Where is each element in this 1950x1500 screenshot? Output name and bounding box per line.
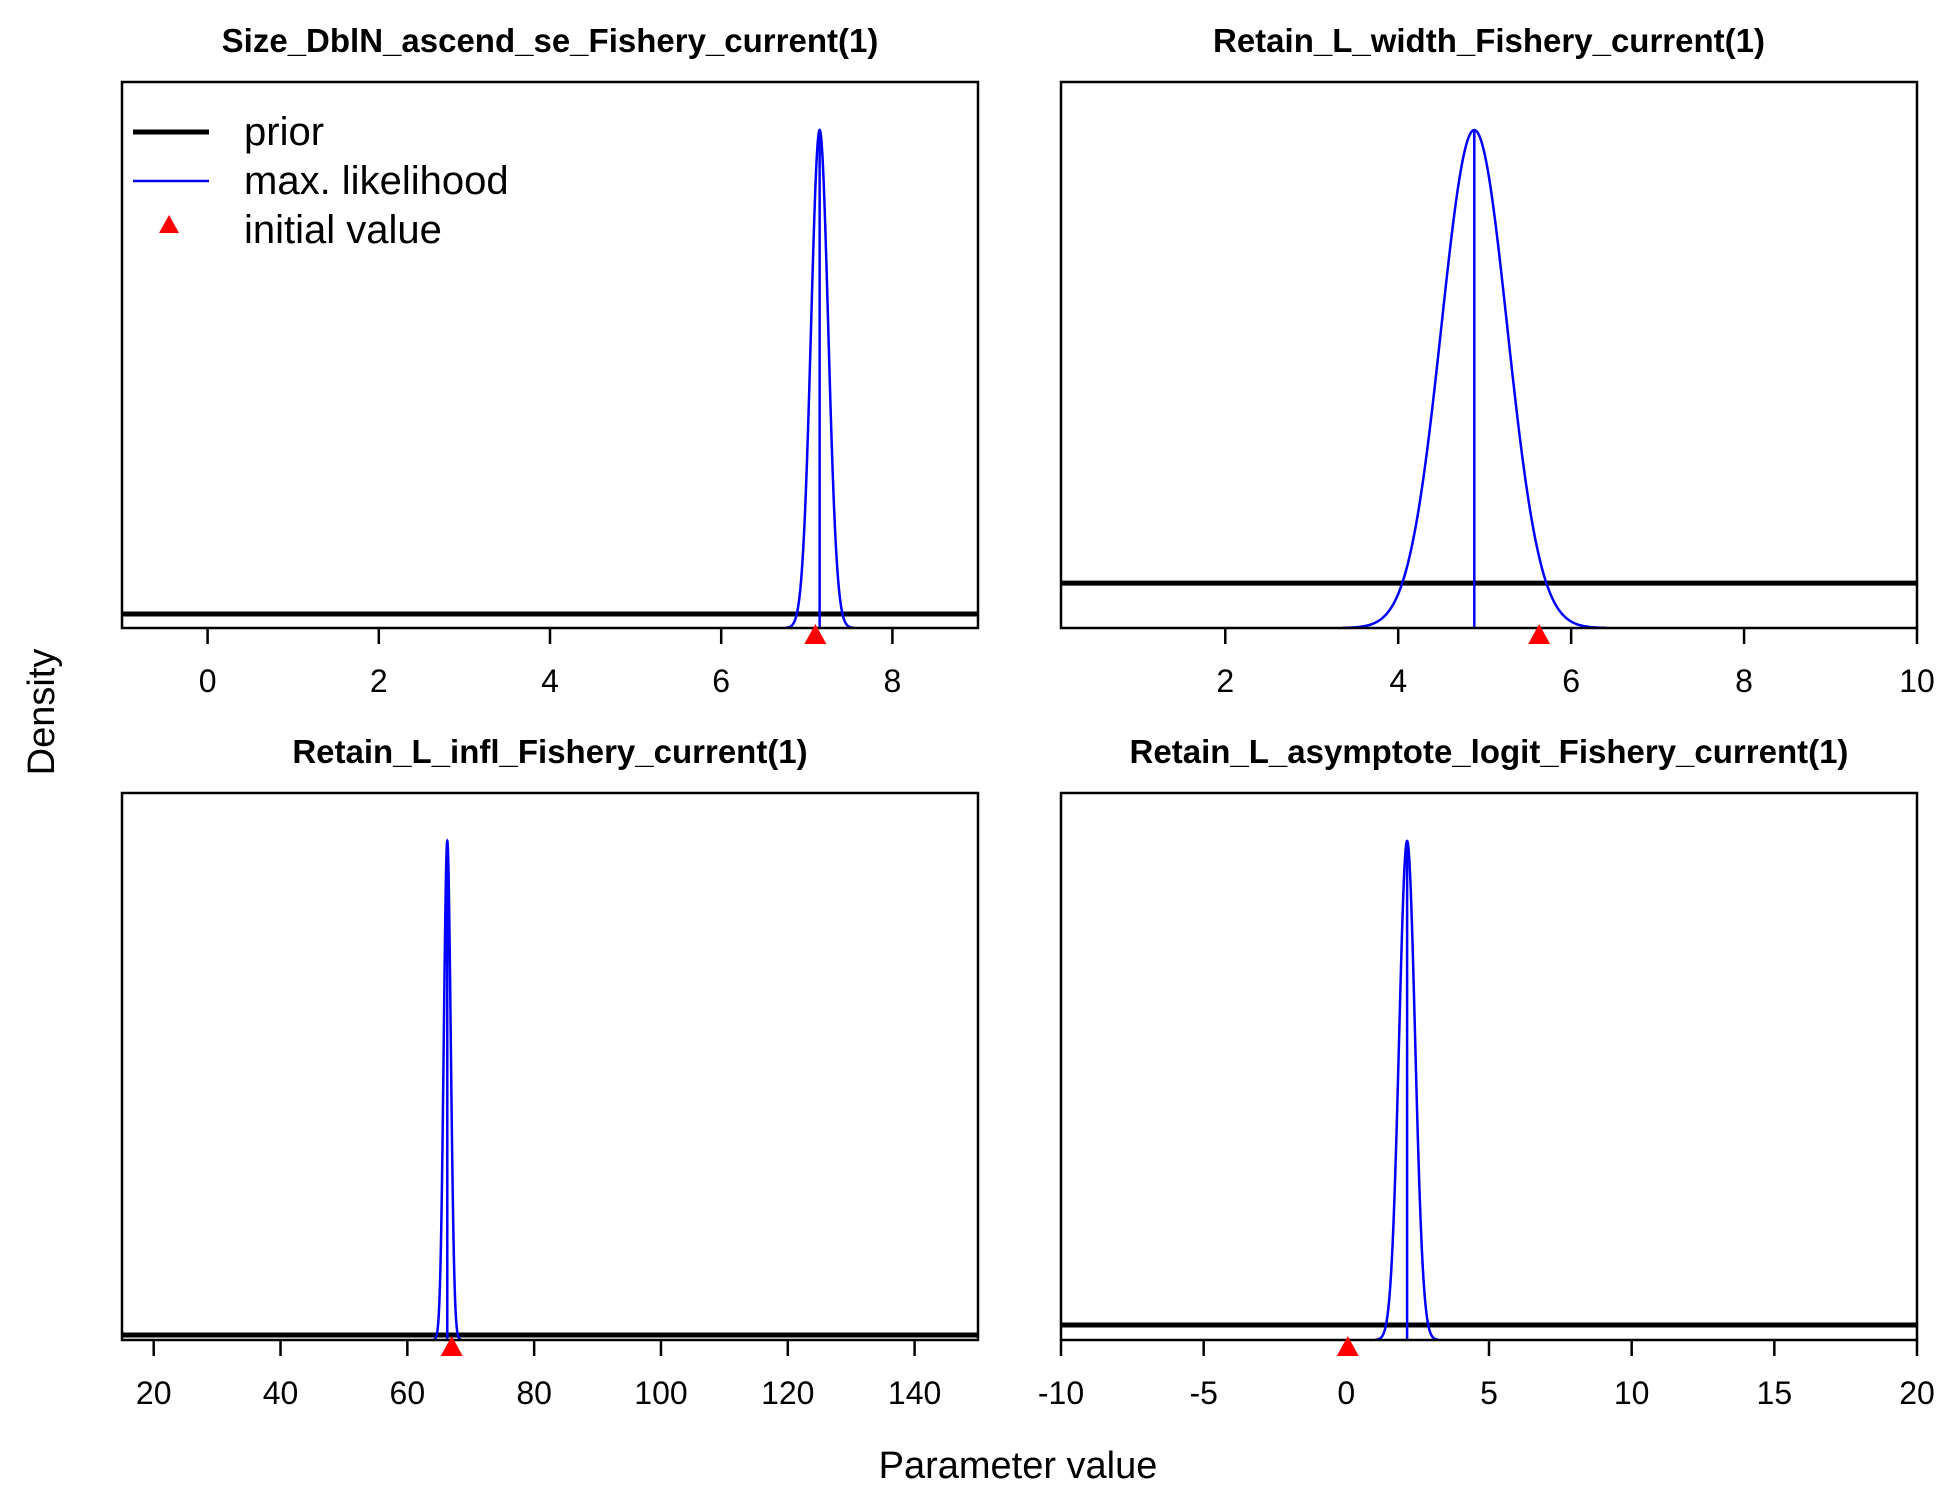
initial-value-marker	[1336, 1336, 1359, 1356]
x-tick-label: 4	[541, 663, 559, 699]
x-tick-label: -10	[1038, 1375, 1084, 1411]
panel-title: Retain_L_infl_Fishery_current(1)	[292, 733, 807, 770]
x-tick-label: 80	[516, 1375, 552, 1411]
panel-3: Retain_L_infl_Fishery_current(1) 20 40 60 80…	[120, 733, 980, 1411]
x-tick-label: 10	[1614, 1375, 1650, 1411]
plot-frame	[1059, 80, 1919, 630]
legend-initial-swatch	[159, 215, 179, 233]
x-tick-label: 0	[199, 663, 217, 699]
x-tick-label: 4	[1389, 663, 1407, 699]
x-tick-label: 2	[1216, 663, 1234, 699]
x-tick-label: 100	[634, 1375, 687, 1411]
x-tick-label: 15	[1757, 1375, 1793, 1411]
x-tick-label: 0	[1337, 1375, 1355, 1411]
panel-title: Retain_L_asymptote_logit_Fishery_current…	[1130, 733, 1849, 770]
x-tick-label: 40	[263, 1375, 299, 1411]
panel-title: Retain_L_width_Fishery_current(1)	[1213, 22, 1765, 59]
y-axis-label: Density	[21, 649, 63, 776]
x-tick-label: 20	[1899, 1375, 1935, 1411]
x-tick-label: 6	[712, 663, 730, 699]
panel-4: Retain_L_asymptote_logit_Fishery_current…	[1038, 733, 1935, 1411]
x-tick-label: 6	[1562, 663, 1580, 699]
legend: prior max. likelihood initial value	[133, 110, 509, 252]
x-tick-label: 2	[370, 663, 388, 699]
initial-value-marker	[1528, 624, 1551, 644]
initial-value-marker	[440, 1336, 463, 1356]
x-axis-label: Parameter value	[879, 1445, 1158, 1487]
x-tick-label: 140	[888, 1375, 941, 1411]
legend-label: max. likelihood	[244, 159, 509, 203]
plot-frame	[120, 791, 980, 1342]
x-tick-label: -5	[1189, 1375, 1217, 1411]
x-tick-label: 20	[136, 1375, 172, 1411]
initial-value-marker	[804, 624, 827, 644]
panel-title: Size_DblN_ascend_se_Fishery_current(1)	[222, 22, 879, 59]
plot-frame	[1059, 791, 1919, 1342]
panel-2: Retain_L_width_Fishery_current(1) 2 4 6 8 10	[1059, 22, 1935, 699]
x-tick-label: 8	[1735, 663, 1753, 699]
x-tick-label: 5	[1480, 1375, 1498, 1411]
x-tick-label: 120	[761, 1375, 814, 1411]
x-tick-label: 60	[390, 1375, 426, 1411]
legend-label: initial value	[244, 208, 442, 252]
x-tick-label: 8	[884, 663, 902, 699]
legend-label: prior	[244, 110, 324, 154]
panel-1: Size_DblN_ascend_se_Fishery_current(1) 0 2…	[120, 22, 980, 699]
x-tick-label: 10	[1899, 663, 1935, 699]
